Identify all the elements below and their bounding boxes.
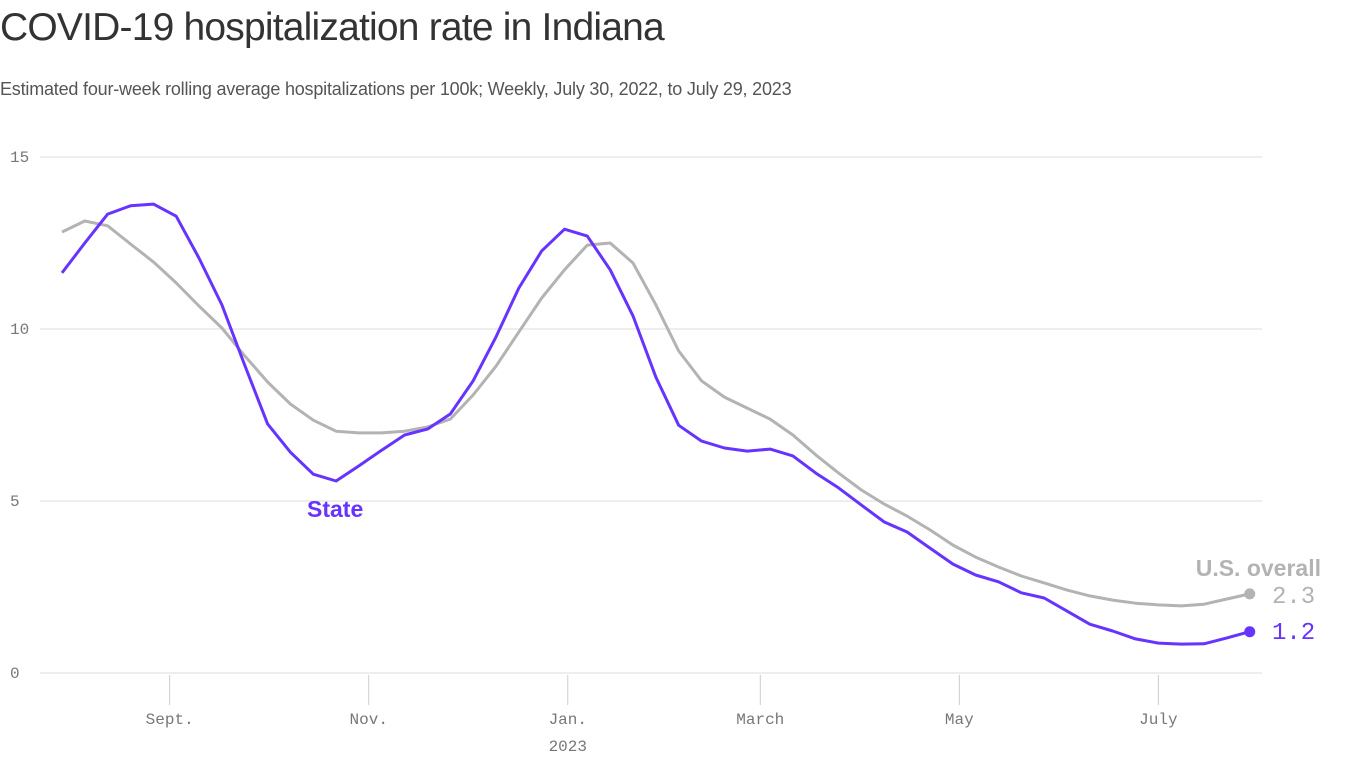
y-tick-label: 15	[10, 149, 29, 167]
gridlines: 0 5 10 15	[10, 149, 1262, 683]
state-series-line	[60, 202, 1251, 646]
x-tick-label: May	[945, 711, 974, 729]
chart-subtitle: Estimated four-week rolling average hosp…	[0, 79, 792, 99]
us-series-line	[61, 219, 1251, 608]
us-end-point	[1244, 588, 1256, 600]
x-tick-label: Sept.	[146, 711, 194, 729]
y-tick-label: 10	[10, 321, 29, 339]
y-tick-label: 5	[10, 493, 20, 511]
x-tick-label: Jan.	[549, 711, 587, 729]
x-tick-sublabel: 2023	[549, 738, 587, 756]
state-series-label: State	[307, 496, 363, 522]
state-end-value: 1.2	[1272, 620, 1315, 647]
us-end-value: 2.3	[1272, 584, 1315, 611]
series-lines	[60, 202, 1256, 646]
us-series-label: U.S. overall	[1196, 555, 1321, 581]
x-tick-label: March	[736, 711, 784, 729]
x-tick-label: Nov.	[350, 711, 388, 729]
state-end-point	[1244, 626, 1256, 638]
chart-title: COVID-19 hospitalization rate in Indiana	[0, 6, 665, 49]
y-tick-label: 0	[10, 665, 20, 683]
x-tick-label: July	[1139, 711, 1178, 729]
x-axis: Sept. Nov. Jan. 2023 March May July	[146, 675, 1178, 756]
